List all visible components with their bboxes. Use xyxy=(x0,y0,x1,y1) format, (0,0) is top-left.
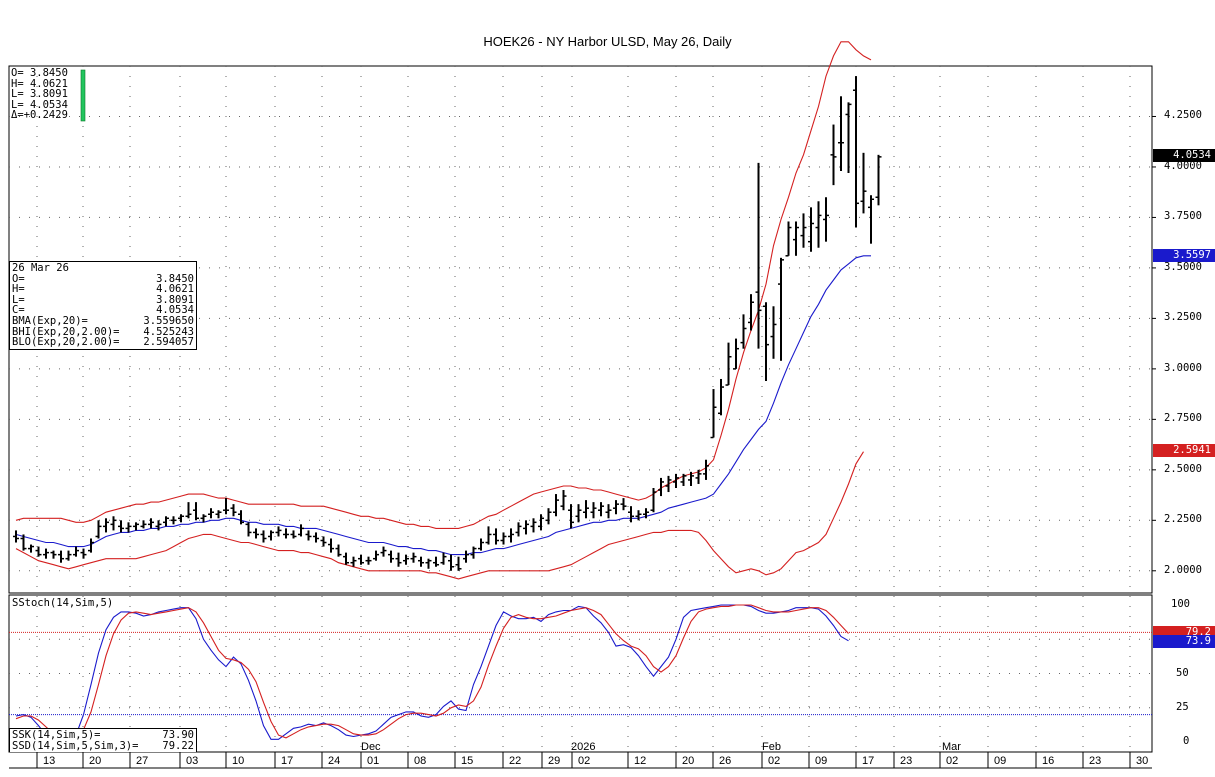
ohlc-low: L= 3.8091 xyxy=(11,88,68,101)
date-tick-label: 29 xyxy=(548,755,561,767)
date-tick-label: 17 xyxy=(281,755,294,767)
stoch-tick-label: 25 xyxy=(1176,700,1189,713)
stoch-legend: SSK(14,Sim,5)= 73.90 SSD(14,Sim,5,Sim,3)=… xyxy=(9,728,197,753)
month-label: Dec xyxy=(361,741,381,753)
price-tick-label: 2.0000 xyxy=(1164,563,1202,576)
stoch-panel-title: SStoch(14,Sim,5) xyxy=(12,597,114,609)
ohlc-open: O= 3.8450 xyxy=(11,67,68,79)
close-price-tag: 4.0534 xyxy=(1153,149,1215,163)
date-tick-label: 02 xyxy=(946,755,959,767)
date-tick-label: 20 xyxy=(89,755,102,767)
date-tick-label: 16 xyxy=(1042,755,1055,767)
date-tick-label: 30 xyxy=(1136,755,1149,767)
date-tick-label: 27 xyxy=(136,755,149,767)
series-line-blo xyxy=(15,451,864,580)
stoch-line-ssk xyxy=(15,604,849,743)
data-window-row: BLO(Exp,20,2.00)= 2.594057 xyxy=(12,336,194,349)
date-tick-label: 13 xyxy=(43,755,56,767)
date-tick-label: 03 xyxy=(186,755,199,767)
date-tick-label: 22 xyxy=(509,755,522,767)
bma-price-tag: 3.5597 xyxy=(1153,248,1215,262)
data-window-date: 26 Mar 26 xyxy=(12,262,69,274)
price-tick-label: 2.7500 xyxy=(1164,412,1202,425)
data-window-row: L= 3.8091 xyxy=(12,293,194,306)
ssk-value-tag: 73.9 xyxy=(1153,634,1215,648)
price-tick-label: 3.7500 xyxy=(1164,210,1202,223)
date-tick-label: 02 xyxy=(768,755,781,767)
date-tick-label: 01 xyxy=(367,755,380,767)
date-tick-label: 23 xyxy=(1089,755,1102,767)
date-tick-label: 23 xyxy=(900,755,913,767)
price-tick-label: 3.0000 xyxy=(1164,361,1202,374)
stoch-legend-row: SSD(14,Sim,5,Sim,3)= 79.22 xyxy=(12,739,194,752)
date-tick-label: 10 xyxy=(232,755,245,767)
date-tick-label: 12 xyxy=(634,755,647,767)
date-tick-label: 17 xyxy=(862,755,875,767)
data-window-row: BMA(Exp,20)= 3.559650 xyxy=(12,314,194,327)
stoch-line-ssd xyxy=(15,604,849,743)
stoch-legend-row: SSK(14,Sim,5)= 73.90 xyxy=(12,729,194,741)
date-tick-label: 26 xyxy=(719,755,732,767)
date-tick-label: 02 xyxy=(578,755,591,767)
ohlc-change: Δ=+0.2429 xyxy=(11,109,68,122)
data-window-row: BHI(Exp,20,2.00)= 4.525243 xyxy=(12,325,194,338)
chart-title: HOEK26 - NY Harbor ULSD, May 26, Daily xyxy=(483,34,732,49)
ohlc-high: H= 4.0621 xyxy=(11,77,68,90)
data-window: 26 Mar 26 O= 3.8450 H= 4.0621 L= 3.8091 C= 4… xyxy=(9,261,197,350)
month-label: 2026 xyxy=(571,741,596,753)
date-tick-label: 08 xyxy=(414,755,427,767)
month-label: Feb xyxy=(762,741,781,753)
ohlc-readout: O= 3.8450 H= 4.0621 L= 3.8091 L= 4.0534 … xyxy=(9,67,70,122)
date-tick-label: 20 xyxy=(682,755,695,767)
price-tick-label: 4.0000 xyxy=(1164,159,1202,172)
price-tick-label: 2.5000 xyxy=(1164,462,1202,475)
blo-price-tag: 2.5941 xyxy=(1153,443,1215,457)
month-label: Mar xyxy=(942,741,961,753)
stoch-tick-label: 100 xyxy=(1171,598,1190,610)
date-tick-label: 09 xyxy=(994,755,1007,767)
date-tick-label: 15 xyxy=(461,755,474,767)
price-tick-label: 3.2500 xyxy=(1164,311,1202,324)
stoch-tick-label: 50 xyxy=(1176,666,1189,679)
date-tick-label: 09 xyxy=(815,755,828,767)
stoch-tick-label: 0 xyxy=(1183,735,1190,747)
series-line-bhi xyxy=(15,41,872,529)
data-window-row: C= 4.0534 xyxy=(12,304,194,317)
data-window-row: O= 3.8450 xyxy=(12,272,194,285)
data-window-row: H= 4.0621 xyxy=(12,283,194,296)
price-tick-label: 4.2500 xyxy=(1164,109,1202,122)
ohlc-close: L= 4.0534 xyxy=(11,98,68,111)
change-bar xyxy=(80,69,86,122)
price-tick-label: 2.2500 xyxy=(1164,513,1202,526)
price-tick-label: 3.5000 xyxy=(1164,260,1202,273)
date-tick-label: 24 xyxy=(328,755,341,767)
